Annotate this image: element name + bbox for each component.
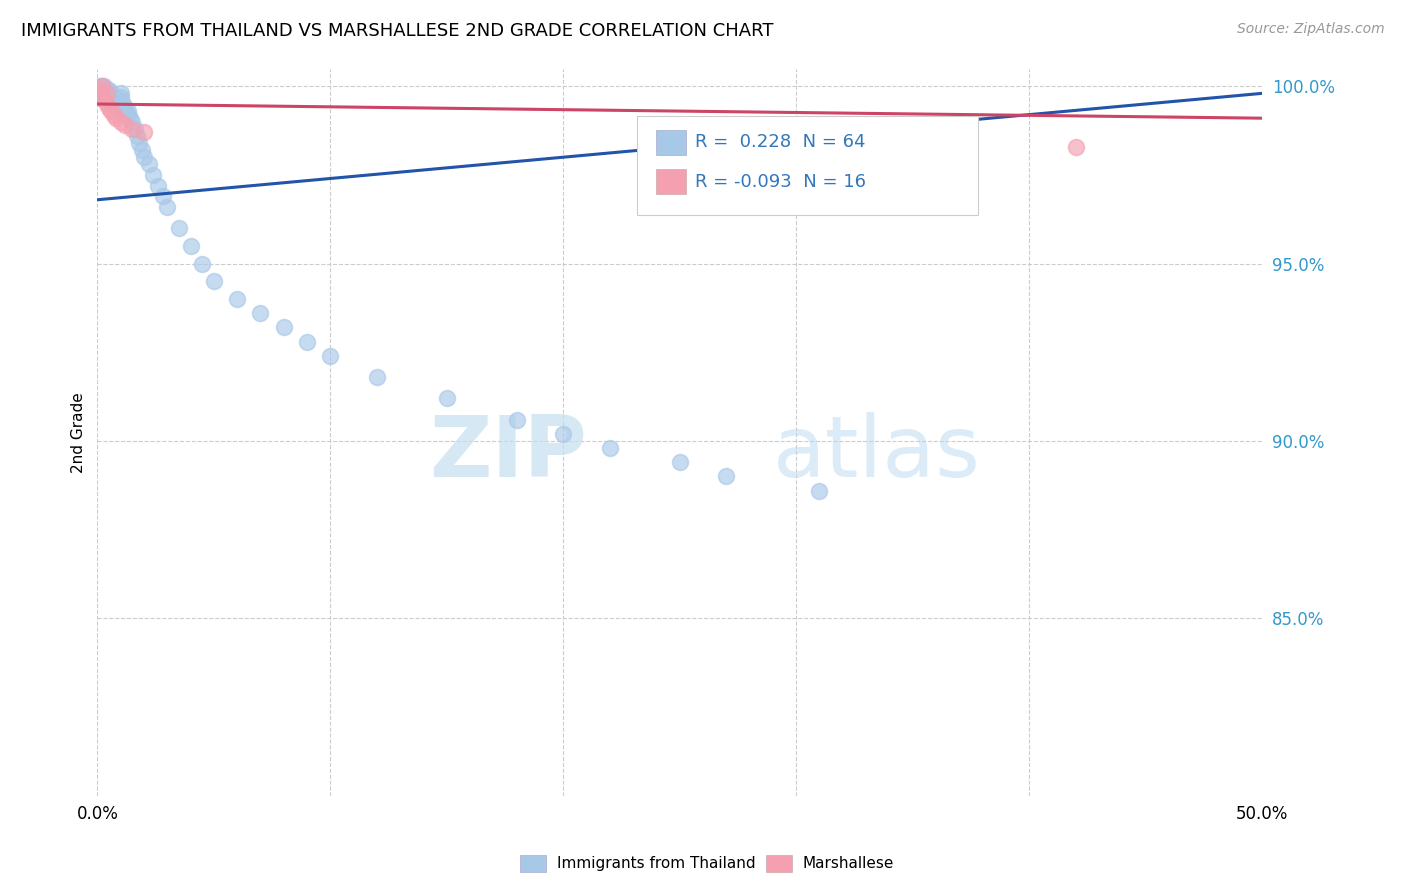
Point (89, 87, 111, 101)
Point (366, 370, 388, 384)
Text: IMMIGRANTS FROM THAILAND VS MARSHALLESE 2ND GRADE CORRELATION CHART: IMMIGRANTS FROM THAILAND VS MARSHALLESE … (21, 22, 773, 40)
Text: Immigrants from Thailand: Immigrants from Thailand (557, 856, 755, 871)
Point (98, 94, 121, 108)
Point (104, 97, 127, 112)
Point (180, 239, 202, 253)
Point (295, 334, 318, 349)
Point (599, 441, 621, 455)
Point (110, 114, 132, 128)
Point (226, 292, 249, 306)
Point (100, 90, 122, 104)
Point (124, 121, 146, 136)
Point (152, 189, 174, 203)
Point (167, 221, 190, 235)
Point (91, 79, 114, 94)
Point (110, 101, 132, 115)
Point (91, 87, 114, 101)
Point (100, 87, 122, 101)
Point (98, 87, 121, 101)
Point (107, 94, 129, 108)
Point (91, 83, 114, 97)
Point (93, 94, 115, 108)
Point (93, 83, 115, 97)
Point (111, 104, 134, 119)
Point (716, 469, 738, 483)
Point (110, 94, 132, 108)
Point (117, 108, 139, 122)
Point (100, 94, 122, 108)
Point (111, 97, 134, 112)
Point (156, 200, 179, 214)
Point (96, 87, 118, 101)
Point (117, 104, 139, 119)
Text: Source: ZipAtlas.com: Source: ZipAtlas.com (1237, 22, 1385, 37)
Text: R =  0.228  N = 64: R = 0.228 N = 64 (695, 133, 866, 152)
Point (110, 90, 132, 104)
Point (142, 168, 165, 182)
Point (132, 150, 155, 164)
Point (128, 136, 150, 150)
Text: atlas: atlas (773, 412, 981, 495)
Point (100, 104, 122, 119)
Point (808, 483, 831, 498)
Point (104, 111, 127, 125)
Point (505, 413, 527, 427)
Point (110, 87, 132, 101)
Text: Marshallese: Marshallese (803, 856, 894, 871)
Point (103, 108, 125, 122)
Point (118, 111, 141, 125)
Point (319, 349, 342, 363)
Point (98, 83, 121, 97)
Point (125, 128, 148, 143)
Point (103, 94, 125, 108)
Point (89, 79, 111, 94)
Point (103, 97, 125, 112)
Point (96, 97, 118, 112)
Point (146, 178, 169, 193)
Point (107, 97, 129, 112)
Point (103, 90, 125, 104)
Point (114, 118, 136, 132)
Point (114, 101, 136, 115)
Y-axis label: 2nd Grade: 2nd Grade (72, 392, 86, 473)
Point (93, 87, 115, 101)
Text: ZIP: ZIP (429, 412, 586, 495)
Point (89, 83, 111, 97)
Point (131, 143, 153, 157)
Point (104, 94, 127, 108)
Point (93, 90, 115, 104)
Point (96, 87, 118, 101)
Point (132, 125, 155, 139)
Point (273, 320, 295, 334)
Point (553, 426, 575, 441)
Point (191, 257, 214, 271)
Point (96, 83, 118, 97)
Point (98, 101, 121, 115)
Point (91, 90, 114, 104)
Point (436, 392, 458, 406)
Point (1064, 139, 1087, 153)
Point (89, 83, 111, 97)
Point (93, 79, 115, 94)
Point (121, 121, 143, 136)
Point (121, 114, 143, 128)
Point (98, 90, 121, 104)
Point (91, 79, 114, 94)
Point (668, 455, 690, 469)
Point (249, 306, 271, 320)
Point (96, 90, 118, 104)
Point (138, 157, 160, 171)
Text: R = -0.093  N = 16: R = -0.093 N = 16 (695, 172, 866, 191)
Point (202, 274, 225, 288)
